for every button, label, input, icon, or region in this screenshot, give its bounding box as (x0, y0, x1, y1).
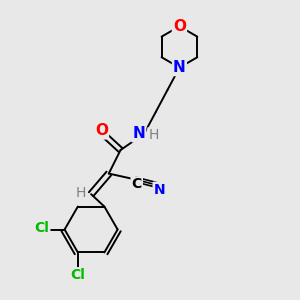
Text: O: O (173, 19, 186, 34)
Text: H: H (76, 186, 86, 200)
Text: N: N (154, 183, 165, 197)
Text: Cl: Cl (34, 221, 50, 235)
Text: N: N (132, 126, 145, 141)
Text: N: N (173, 60, 186, 75)
Text: Cl: Cl (70, 268, 85, 282)
Text: O: O (95, 123, 108, 138)
Text: H: H (148, 128, 159, 142)
Text: C: C (132, 177, 142, 191)
